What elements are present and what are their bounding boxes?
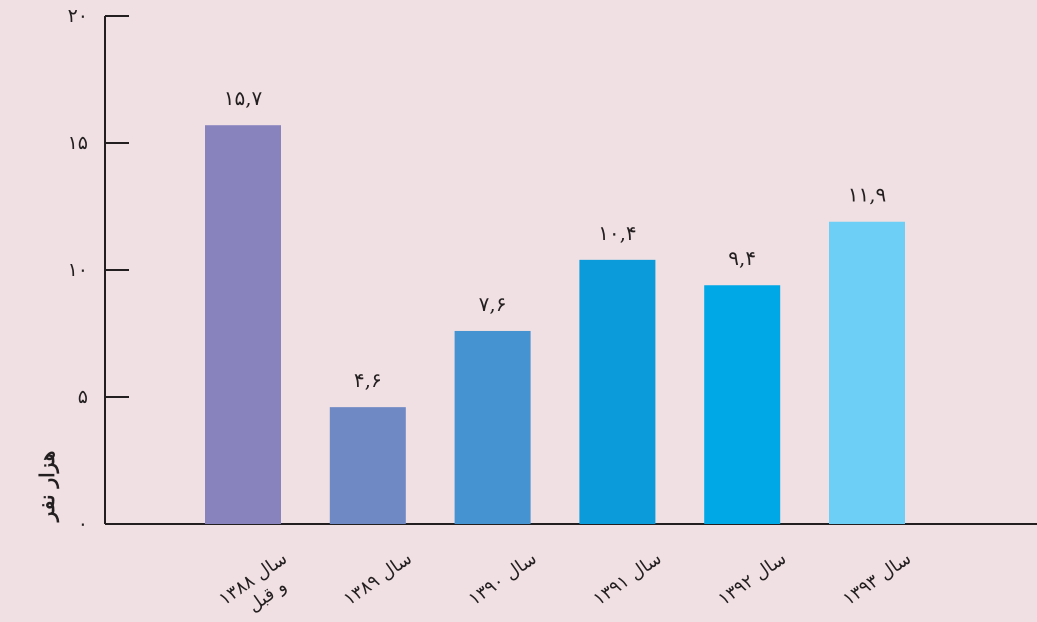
bar-value-label: ۱۱,۹ bbox=[848, 183, 887, 207]
bar bbox=[329, 407, 406, 524]
x-tick-label: سال ۱۳۹۳ bbox=[839, 548, 915, 610]
y-tick-label: ۰ bbox=[78, 513, 88, 535]
bar bbox=[829, 221, 905, 525]
bar bbox=[579, 259, 656, 524]
bar-value-label: ۹,۴ bbox=[728, 246, 756, 270]
bar bbox=[205, 125, 281, 524]
bar-value-label: ۱۰,۴ bbox=[598, 221, 637, 245]
bar-value-label: ۷,۶ bbox=[479, 292, 507, 316]
x-tick-label-line: سال ۱۳۹۲ bbox=[714, 548, 790, 610]
x-tick-label-line: سال ۱۳۹۳ bbox=[839, 548, 915, 610]
y-tick-label: ۲۰ bbox=[68, 5, 88, 27]
y-tick-label: ۱۵ bbox=[68, 132, 88, 154]
x-tick-label-line: سال ۱۳۸۹ bbox=[340, 548, 416, 610]
x-tick-label-line: سال ۱۳۹۱ bbox=[589, 548, 665, 610]
x-tick-label: سال ۱۳۹۰ bbox=[465, 548, 541, 610]
bar-value-label: ۴,۶ bbox=[354, 368, 382, 392]
bar-value-label: ۱۵,۷ bbox=[224, 86, 263, 110]
y-axis-label: هزار نفر bbox=[35, 451, 60, 523]
x-tick-label-line: سال ۱۳۹۰ bbox=[465, 548, 541, 610]
chart-bars bbox=[205, 125, 905, 525]
x-tick-label: سال ۱۳۹۱ bbox=[589, 548, 665, 610]
y-tick-label: ۱۰ bbox=[68, 259, 88, 281]
bar bbox=[704, 285, 781, 524]
bar bbox=[454, 330, 531, 524]
x-tick-label: سال ۱۳۹۲ bbox=[714, 548, 790, 610]
x-tick-label: سال ۱۳۸۹ bbox=[340, 548, 416, 610]
y-tick-label: ۵ bbox=[78, 386, 88, 408]
